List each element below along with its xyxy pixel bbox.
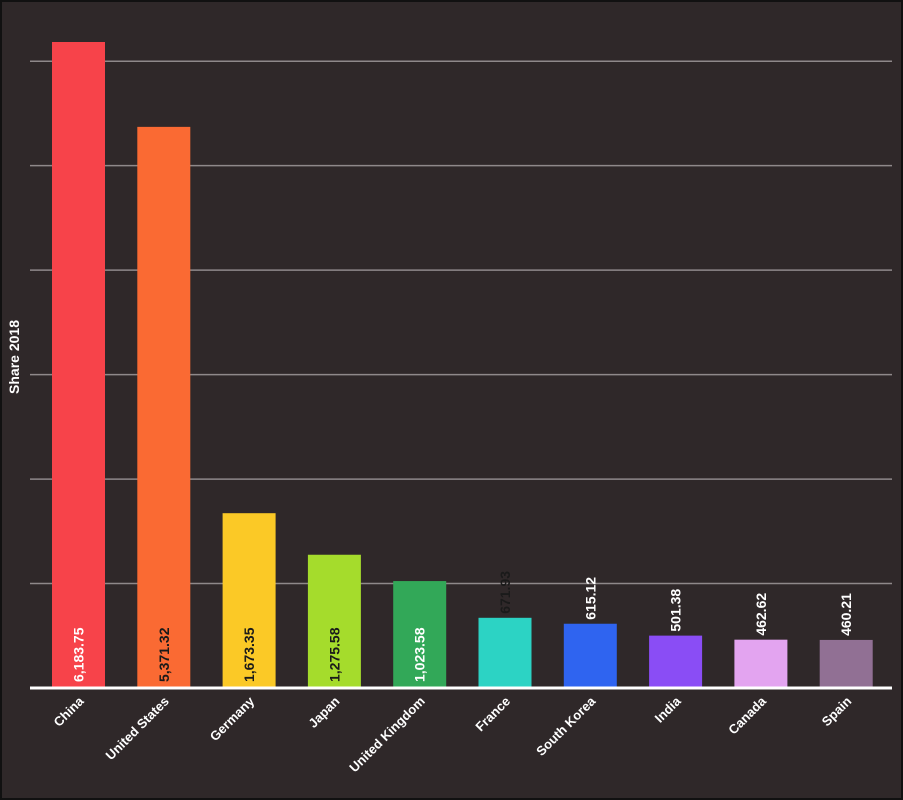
y-axis-label: Share 2018 [6,320,22,394]
bar-united-kingdom [393,581,447,688]
value-label: 6,183.75 [71,627,87,682]
x-tick-label: Canada [725,693,769,737]
value-label: 615.12 [582,577,598,620]
bar-china [52,42,105,688]
x-tick-label: Japan [305,693,342,730]
bar-germany [222,513,276,688]
x-tick-label: Spain [819,693,855,729]
value-label: 5,371.32 [156,627,172,682]
x-tick-label: United States [103,694,172,763]
bar-layer [52,42,873,688]
x-tick-label: Germany [207,693,258,744]
value-label: 1,275.58 [326,627,342,682]
x-tick-label: United Kingdom [346,694,428,776]
value-label: 460.21 [838,593,854,636]
value-label: 1,673.35 [241,627,257,682]
bar-japan [307,554,361,688]
value-label: 462.62 [753,593,769,636]
bar-south-korea [563,623,617,688]
x-tick-label: India [652,693,685,726]
bar-france [478,617,532,688]
value-label: 671.93 [497,571,513,614]
bar-united-states [137,126,191,688]
value-label: 1,023.58 [412,627,428,682]
bar-india [649,635,703,688]
bar-canada [734,639,788,688]
value-label: 501.38 [668,589,684,632]
bar-spain [819,639,873,688]
x-tick-label: France [472,694,513,735]
x-tick-label: South Korea [533,693,599,759]
x-tick-label: China [50,693,87,730]
